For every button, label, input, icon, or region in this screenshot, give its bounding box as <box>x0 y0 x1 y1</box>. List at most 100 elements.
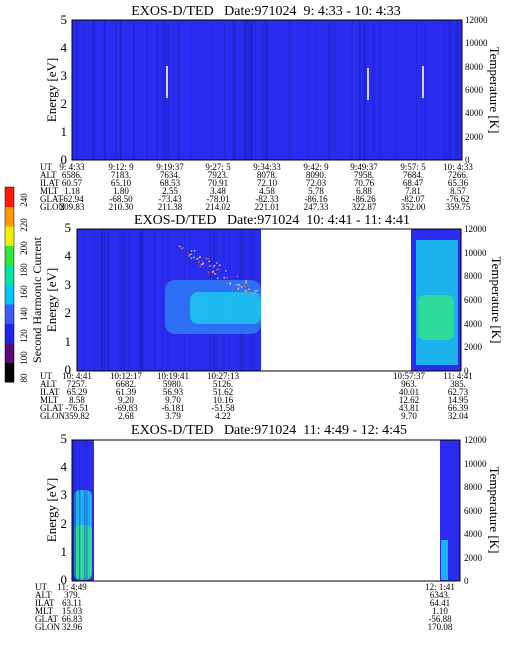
panel-1-ylabel-right: Temperature [K] <box>487 47 502 134</box>
info-value: 6586. <box>62 170 82 180</box>
scatter-point <box>207 271 210 273</box>
row-label-alt: ALT <box>40 379 57 389</box>
spectrogram-stripe <box>290 21 292 159</box>
spectrogram-stripe <box>86 441 88 580</box>
info-value: -86.26 <box>352 194 376 204</box>
panel-2-ytick: 4 <box>65 248 72 263</box>
scatter-point <box>248 288 250 291</box>
info-column: 9:12: 9 7183. 65.10 1.80 -68.50 210.30 <box>108 162 134 212</box>
colorbar-frame <box>4 186 15 383</box>
spectrogram-stripe <box>212 21 214 159</box>
scatter-point <box>193 250 196 252</box>
scatter-point <box>193 256 195 259</box>
info-value: 10:27:13 <box>207 371 240 381</box>
scatter-point <box>256 290 258 292</box>
info-value: 9: 4:33 <box>59 162 85 172</box>
scatter-point <box>245 280 247 282</box>
spectrogram-stripe <box>191 21 192 159</box>
spectrogram-stripe <box>445 21 447 159</box>
colorbar-tick: 220 <box>19 218 29 232</box>
scatter-point <box>216 277 219 280</box>
colorbar-scale <box>5 187 14 383</box>
panel-3-ytick: 3 <box>61 487 68 502</box>
row-label-ilat: ILAT <box>40 178 60 188</box>
colorbar-tick: 80 <box>19 373 29 383</box>
panel-1-ytick: 0 <box>61 152 68 167</box>
spectrogram-stripe <box>234 21 236 159</box>
info-column: 9:34:33 8078. 72.10 4.58 -82.33 221.01 <box>253 162 281 212</box>
panel-3-ytick-right: 6000 <box>464 506 483 516</box>
spectrogram-stripe <box>265 21 267 159</box>
info-value: 9:12: 9 <box>108 162 134 172</box>
spectrogram-stripe <box>285 21 287 159</box>
spectrogram-stripe <box>315 21 316 159</box>
spectrogram-stripe <box>83 230 85 370</box>
info-value: 9:42: 9 <box>303 162 329 172</box>
spectrogram-stripe <box>122 230 124 370</box>
info-value: 66.39 <box>448 403 469 413</box>
spectrogram-stripe <box>255 21 256 159</box>
info-value: 61.39 <box>116 387 137 397</box>
spectrogram-stripe <box>105 21 106 159</box>
row-label-ilat: ILAT <box>35 598 55 608</box>
spectrogram-stripe <box>288 21 290 159</box>
info-value: 15.03 <box>62 606 83 616</box>
info-value: 9.70 <box>401 411 417 421</box>
spectrogram-stripe <box>76 21 79 159</box>
spectrogram-stripe <box>307 21 309 159</box>
spectrogram-stripe <box>138 230 139 370</box>
info-column: 10:12:17 6682. 61.39 9.20 -69.83 2.68 <box>110 371 143 421</box>
spectrogram-stripe <box>79 441 81 580</box>
info-value: 5126. <box>213 379 233 389</box>
info-value: 8.57 <box>450 186 466 196</box>
panel-2-data-gap <box>261 229 411 371</box>
scatter-point <box>245 281 247 284</box>
scatter-point <box>249 292 252 294</box>
info-value: 210.30 <box>109 202 134 212</box>
panel-3-plot <box>71 439 461 582</box>
panel-2-ytick: 1 <box>65 334 72 349</box>
info-column: 10:27:13 5126. 51.62 10.16 -51.58 4.22 <box>207 371 240 421</box>
row-label-ut: UT <box>40 371 52 381</box>
info-value: -69.83 <box>114 403 138 413</box>
info-column: 11: 4:49 379. 63.11 15.03 66.83 32.96 <box>57 582 87 632</box>
spectrogram-stripe <box>395 21 398 159</box>
info-value: 214.02 <box>206 202 231 212</box>
info-value: 56.93 <box>163 387 184 397</box>
panel-3-ytick-right: 8000 <box>464 482 483 492</box>
info-value: 1.10 <box>432 606 448 616</box>
panel-2-ytick-right: 12000 <box>464 224 487 234</box>
panel-2-ytick-right: 8000 <box>464 271 483 281</box>
spectrogram-stripe <box>247 21 249 159</box>
info-value: 51.62 <box>213 387 233 397</box>
panel-2-right-band-green <box>418 295 454 340</box>
spectrogram-stripe <box>378 21 381 159</box>
info-value: 9.70 <box>165 395 181 405</box>
spectrogram-stripe <box>245 21 248 159</box>
info-column: 9:19:37 7634. 68.53 2.55 -73.43 211.38 <box>156 162 184 212</box>
info-column: 10:57:37 963. 40.01 12.62 43.81 9.70 <box>393 371 426 421</box>
info-column: 9:49:37 7958. 70.76 6.88 -86.26 322.87 <box>350 162 378 212</box>
spectrogram-stripe <box>164 21 167 159</box>
panel-3-frame <box>71 439 461 582</box>
info-value: 70.91 <box>208 178 228 188</box>
info-value: 64.41 <box>430 598 450 608</box>
panel-1-ytick-right: 4000 <box>465 108 484 118</box>
panel-1-ytick-right: 0 <box>465 155 470 165</box>
spectrogram-stripe <box>266 21 269 159</box>
panel-2-ytick: 2 <box>65 305 72 320</box>
info-value: 8078. <box>257 170 277 180</box>
spectrogram-stripe <box>146 21 148 159</box>
row-label-ilat: ILAT <box>40 387 60 397</box>
spectrogram-stripe <box>107 230 110 370</box>
spectrogram-stripe <box>119 21 122 159</box>
info-value: 12.62 <box>399 395 419 405</box>
panel-3-ytick: 4 <box>61 459 68 474</box>
panel-3-ytick-right: 2000 <box>464 553 483 563</box>
colorbar-segment <box>5 304 14 324</box>
scatter-point <box>245 289 247 292</box>
info-value: 10:12:17 <box>110 371 143 381</box>
spectrogram-stripe <box>82 21 84 159</box>
panel-1-ytick: 3 <box>61 68 68 83</box>
colorbar-tick: 160 <box>19 285 29 299</box>
